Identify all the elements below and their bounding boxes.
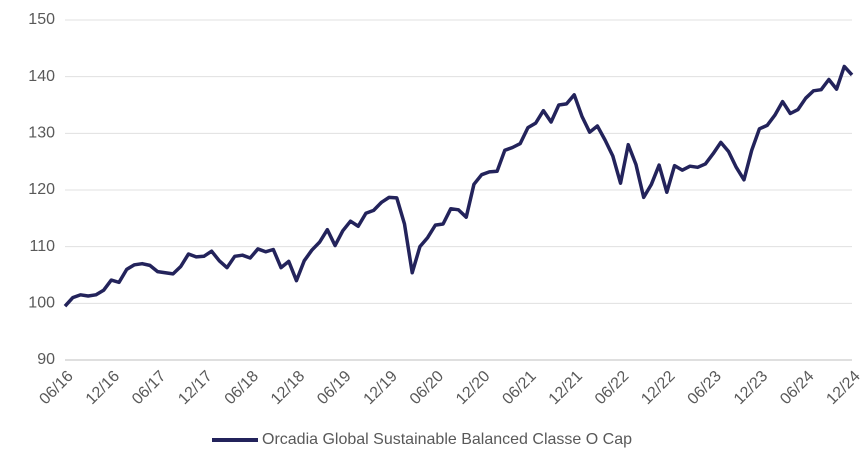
y-tick-label: 130 — [28, 125, 55, 142]
x-tick-label: 12/18 — [268, 368, 308, 408]
x-tick-label: 06/23 — [685, 368, 725, 408]
x-tick-label: 06/21 — [499, 368, 539, 408]
series-line — [63, 64, 854, 308]
x-tick-label: 12/17 — [175, 368, 215, 408]
x-tick-label: 12/23 — [731, 368, 771, 408]
x-tick-label: 12/20 — [453, 368, 493, 408]
x-tick-label: 12/21 — [546, 368, 586, 408]
y-tick-label: 150 — [28, 11, 55, 28]
x-tick-label: 06/22 — [592, 368, 632, 408]
x-tick-label: 06/20 — [407, 368, 447, 408]
x-tick-label: 12/22 — [638, 368, 678, 408]
x-tick-label: 06/18 — [222, 368, 262, 408]
x-tick-label: 12/24 — [823, 368, 863, 408]
x-tick-label: 06/17 — [129, 368, 169, 408]
x-tick-label: 12/19 — [361, 368, 401, 408]
y-tick-label: 100 — [28, 295, 55, 312]
x-tick-label: 06/19 — [314, 368, 354, 408]
x-tick-label: 06/16 — [36, 368, 76, 408]
y-tick-label: 90 — [37, 351, 55, 368]
y-tick-label: 140 — [28, 68, 55, 85]
y-tick-label: 120 — [28, 181, 55, 198]
legend-label: Orcadia Global Sustainable Balanced Clas… — [262, 431, 632, 448]
x-tick-label: 06/24 — [777, 368, 817, 408]
y-tick-label: 110 — [29, 238, 55, 255]
x-tick-label: 12/16 — [83, 368, 123, 408]
